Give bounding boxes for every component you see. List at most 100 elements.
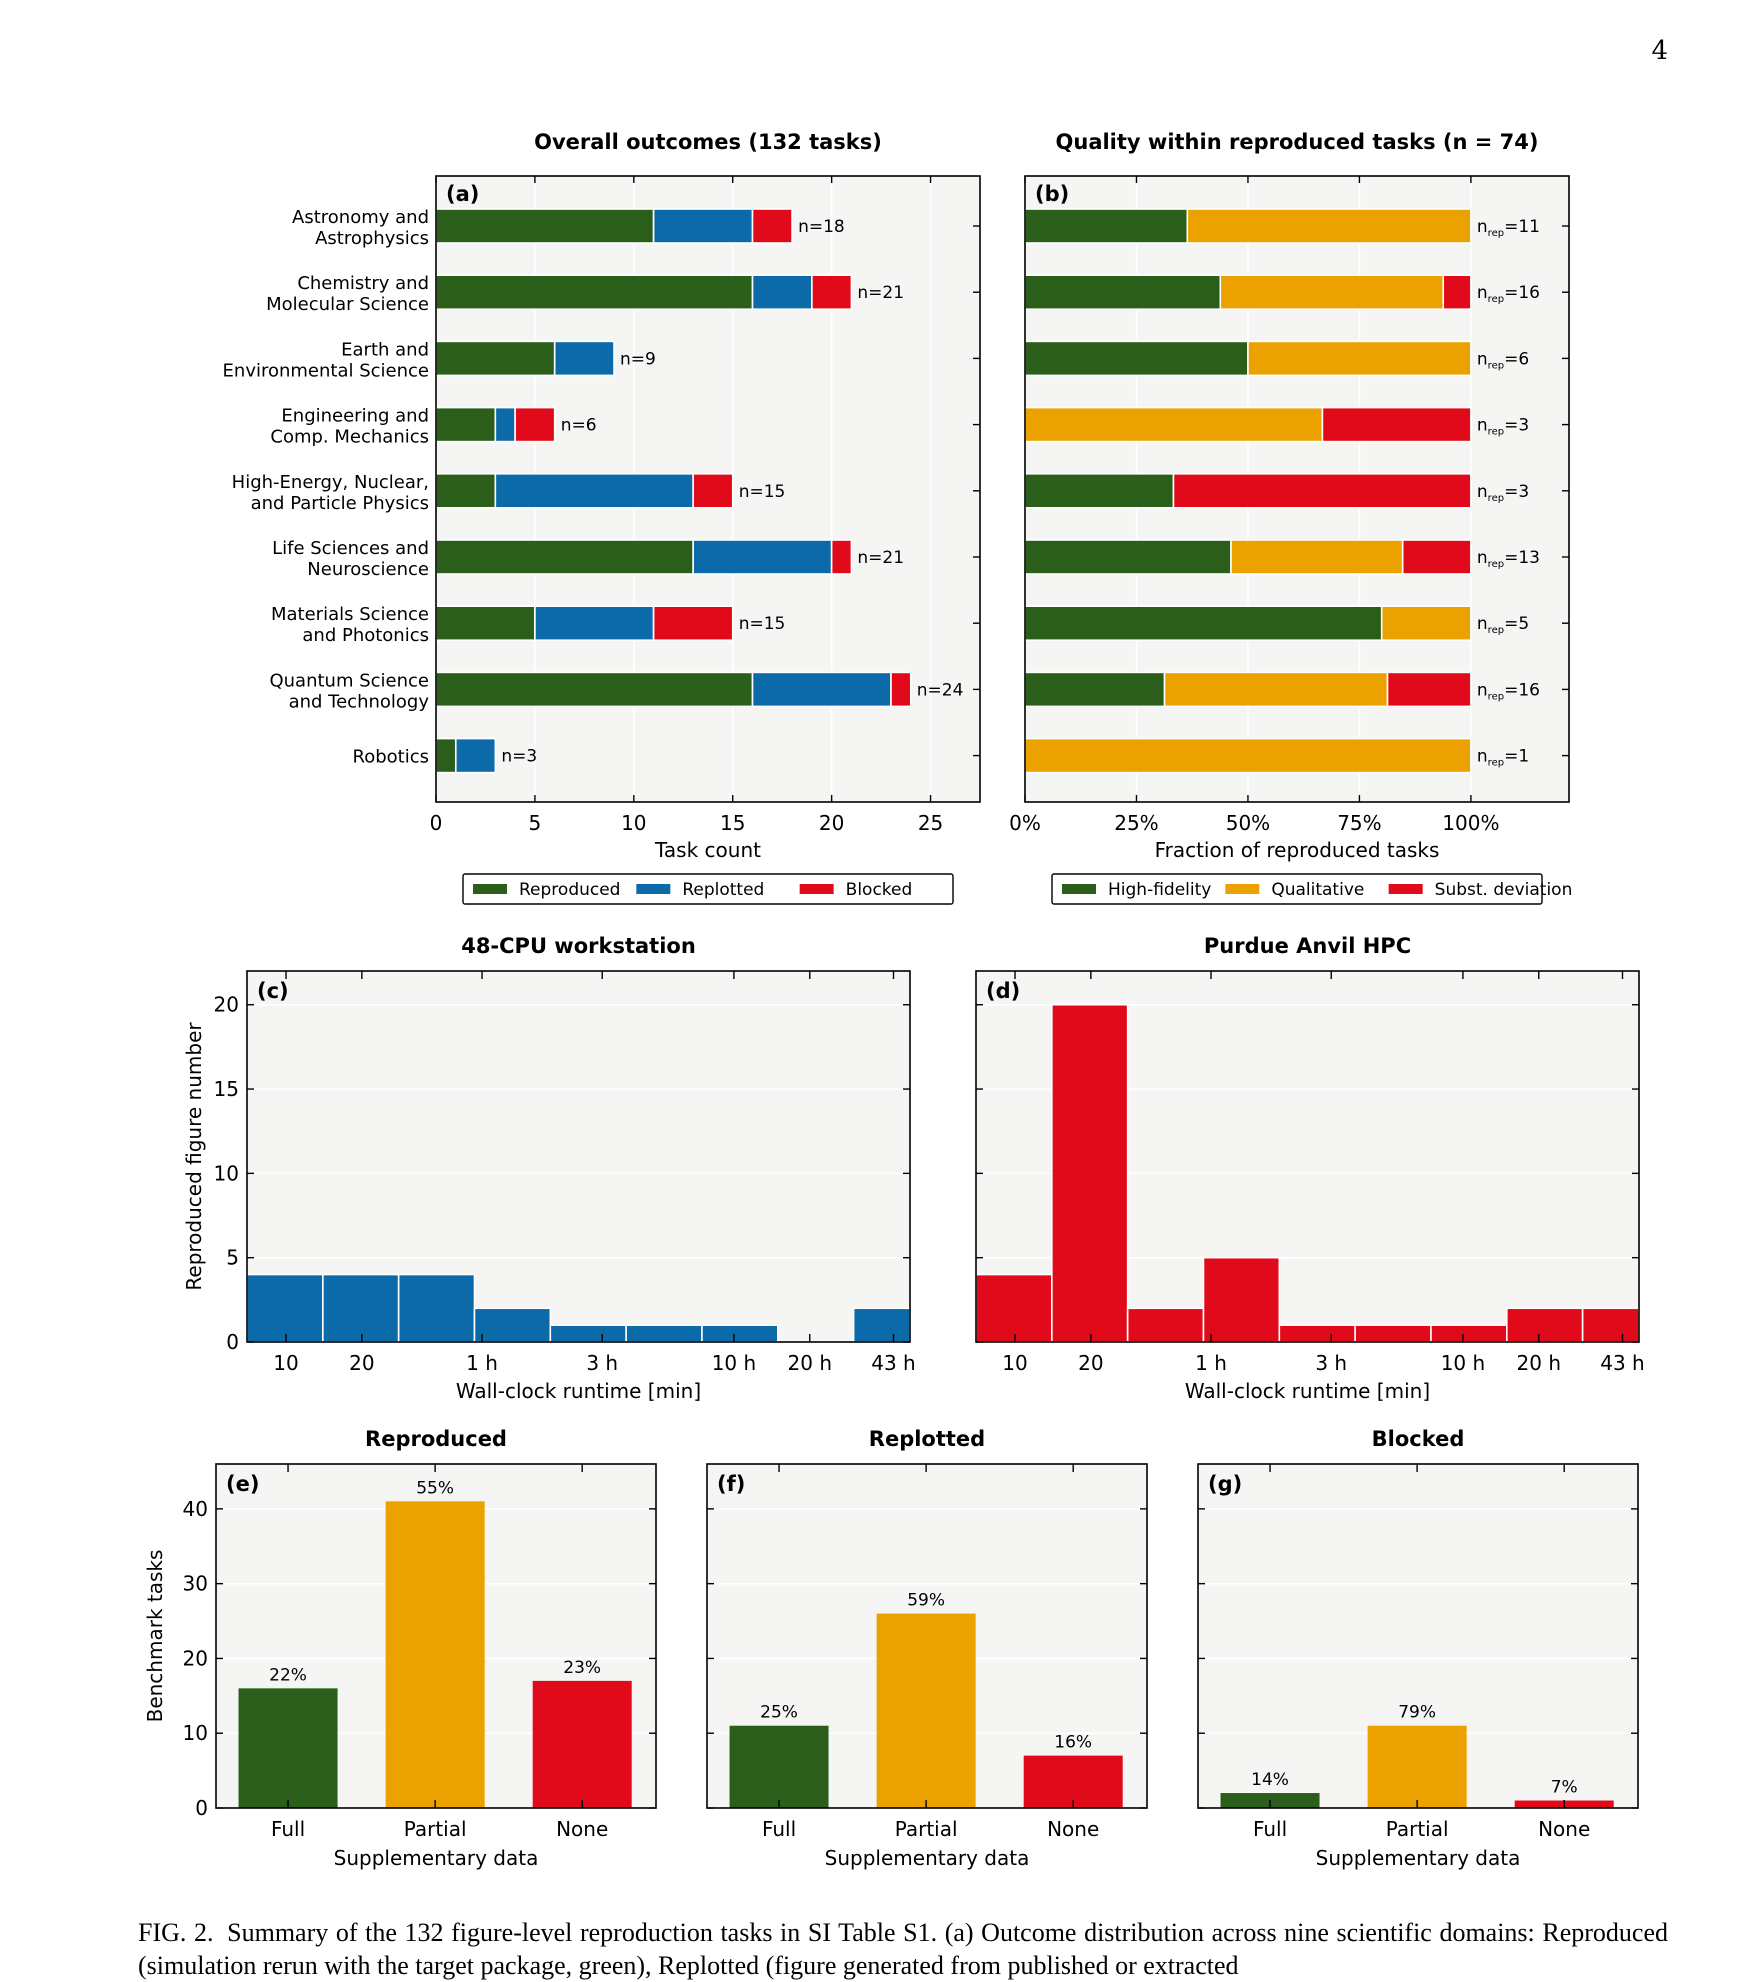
- panel-a-bar: [435, 340, 556, 377]
- panel-d-xtick-label: 1 h: [1195, 1351, 1227, 1375]
- panel-d-xtick-label: 10: [1002, 1351, 1027, 1375]
- panel-e-ytick-label: 40: [183, 1497, 208, 1521]
- panel-b-panel-label: (b): [1035, 182, 1069, 206]
- panel-g-x-axis-label: Supplementary data: [1316, 1846, 1521, 1870]
- panel-f-bar: [876, 1613, 976, 1808]
- panel-b-bar: [1386, 671, 1472, 708]
- panel-e-bar: [385, 1501, 485, 1808]
- panel-b-count-label: nrep=1: [1477, 747, 1529, 769]
- panel-a-bar: [692, 539, 833, 575]
- panel-a-category-label: Astronomy and: [292, 207, 429, 228]
- panel-a-bar: [751, 274, 813, 311]
- panel-a-category-label: Engineering and: [281, 406, 429, 427]
- panel-c-xtick-label: 10 h: [712, 1351, 756, 1375]
- panel-b-legend-swatch: [1388, 884, 1423, 894]
- panel-c-xtick-label: 10: [273, 1351, 298, 1375]
- panel-c-border: [246, 970, 911, 1343]
- panel-g-bar: [1367, 1725, 1467, 1808]
- panel-a-border: [435, 175, 981, 803]
- panel-g-panel-label: (g): [1208, 1472, 1242, 1496]
- panel-a-legend-swatch: [473, 884, 507, 894]
- panel-a-legend-swatch: [636, 884, 671, 894]
- panel-a-bar: [514, 406, 556, 443]
- panel-c-group: 0 5 10 15 20 10 20 1 h 3 h 10 h 20 h 43 h (c) 48-CPU …: [182, 934, 916, 1403]
- panel-a-legend-swatch: [799, 884, 834, 894]
- panel-e-xtick-label: Partial: [404, 1817, 467, 1841]
- panel-b-legend: [1051, 873, 1543, 905]
- panel-a-category-label: High-Energy, Nuclear,: [232, 472, 429, 493]
- panel-e-ytick-label: 0: [195, 1796, 208, 1820]
- panel-e-bar: [532, 1680, 632, 1808]
- panel-e-border: [215, 1463, 657, 1809]
- panel-a-bar: [435, 208, 655, 244]
- panel-c-ytick-label: 20: [214, 993, 239, 1017]
- panel-a-bar: [435, 472, 497, 509]
- panel-d-bar: [975, 1273, 1053, 1343]
- panel-b-count-label: nrep=16: [1477, 680, 1540, 702]
- panel-b-bar: [1024, 737, 1472, 774]
- panel-a-count-label: n=18: [798, 217, 845, 237]
- panel-f-data-label: 59%: [907, 1591, 945, 1611]
- panel-a-category-label: and Technology: [289, 691, 430, 712]
- panel-b-bar: [1024, 208, 1189, 244]
- panel-a-bar: [830, 539, 853, 575]
- panel-d-panel-label: (d): [986, 979, 1020, 1003]
- panel-f-x-axis-label: Supplementary data: [825, 1846, 1030, 1870]
- panel-d-title: Purdue Anvil HPC: [1204, 934, 1411, 958]
- panel-b-legend-label: High-fidelity: [1108, 880, 1211, 900]
- panel-c-xtick-label: 20: [349, 1351, 374, 1375]
- panel-e-y-axis-label: Benchmark tasks: [143, 1550, 167, 1723]
- panel-b-bar: [1380, 605, 1472, 642]
- panel-c-bar: [549, 1324, 627, 1343]
- panel-b-bar: [1172, 472, 1472, 509]
- panel-a-x-axis-label: Task count: [654, 838, 761, 862]
- panel-b-xtick-label: 0%: [1009, 811, 1041, 835]
- panel-f-xtick-label: Full: [762, 1817, 796, 1841]
- panel-a-panel-label: (a): [446, 182, 479, 206]
- panel-e-data-label: 22%: [269, 1665, 307, 1685]
- panel-a-bar: [652, 605, 734, 642]
- panel-f-bar: [1023, 1755, 1123, 1808]
- panel-a-xtick-label: 0: [430, 811, 443, 835]
- panel-a-count-label: n=6: [561, 416, 597, 436]
- panel-f-xtick-label: None: [1047, 1817, 1099, 1841]
- panel-a-legend-label: Replotted: [682, 880, 764, 900]
- panel-a-legend: [462, 873, 954, 905]
- panel-e-panel-label: (e): [226, 1472, 259, 1496]
- panel-a-bar: [890, 671, 912, 708]
- panel-b-bar: [1024, 671, 1166, 708]
- panel-f-data-label: 25%: [760, 1703, 798, 1723]
- panel-b-bar: [1024, 340, 1249, 377]
- panel-e-ytick-label: 30: [183, 1572, 208, 1596]
- panel-a-bar: [534, 605, 655, 642]
- panel-c-bar: [397, 1273, 476, 1343]
- panel-a-category-label: Earth and: [341, 339, 429, 360]
- panel-a-legend-label: Blocked: [846, 880, 913, 900]
- panel-a-bar: [435, 539, 694, 575]
- panel-c-bar: [852, 1307, 911, 1343]
- panel-e-xtick-label: None: [556, 1817, 608, 1841]
- page-number: 4: [1651, 36, 1668, 66]
- panel-c-ytick-label: 0: [226, 1330, 239, 1354]
- panel-a-bar: [751, 208, 793, 244]
- panel-b-x-axis-label: Fraction of reproduced tasks: [1155, 838, 1440, 862]
- panel-b-count-label: nrep=16: [1477, 283, 1540, 305]
- panel-d-xtick-label: 20: [1078, 1351, 1103, 1375]
- panel-a-bar: [751, 671, 892, 708]
- panel-a-bar: [435, 605, 536, 642]
- panel-c-xtick-label: 43 h: [871, 1351, 915, 1375]
- panel-d-bar: [1354, 1324, 1432, 1343]
- panel-a-bar: [435, 406, 497, 443]
- panel-e-data-label: 23%: [563, 1658, 601, 1678]
- panel-a-bar: [652, 208, 754, 244]
- panel-a-xtick-label: 15: [720, 811, 745, 835]
- panel-f-border: [706, 1463, 1148, 1809]
- panel-d-bar: [1202, 1256, 1281, 1343]
- panel-a-category-label: and Particle Physics: [251, 493, 429, 514]
- panel-b-count-label: nrep=11: [1477, 217, 1540, 239]
- figure-caption: FIG. 2. Summary of the 132 figure-level …: [138, 1916, 1668, 1982]
- panel-d-xtick-label: 10 h: [1441, 1351, 1485, 1375]
- panel-b-count-label: nrep=3: [1477, 482, 1529, 504]
- panel-b-xtick-label: 100%: [1442, 811, 1499, 835]
- panel-g-group: 14% Full 79% Partial 7% None (g) Blocked Supplem…: [1197, 1427, 1639, 1870]
